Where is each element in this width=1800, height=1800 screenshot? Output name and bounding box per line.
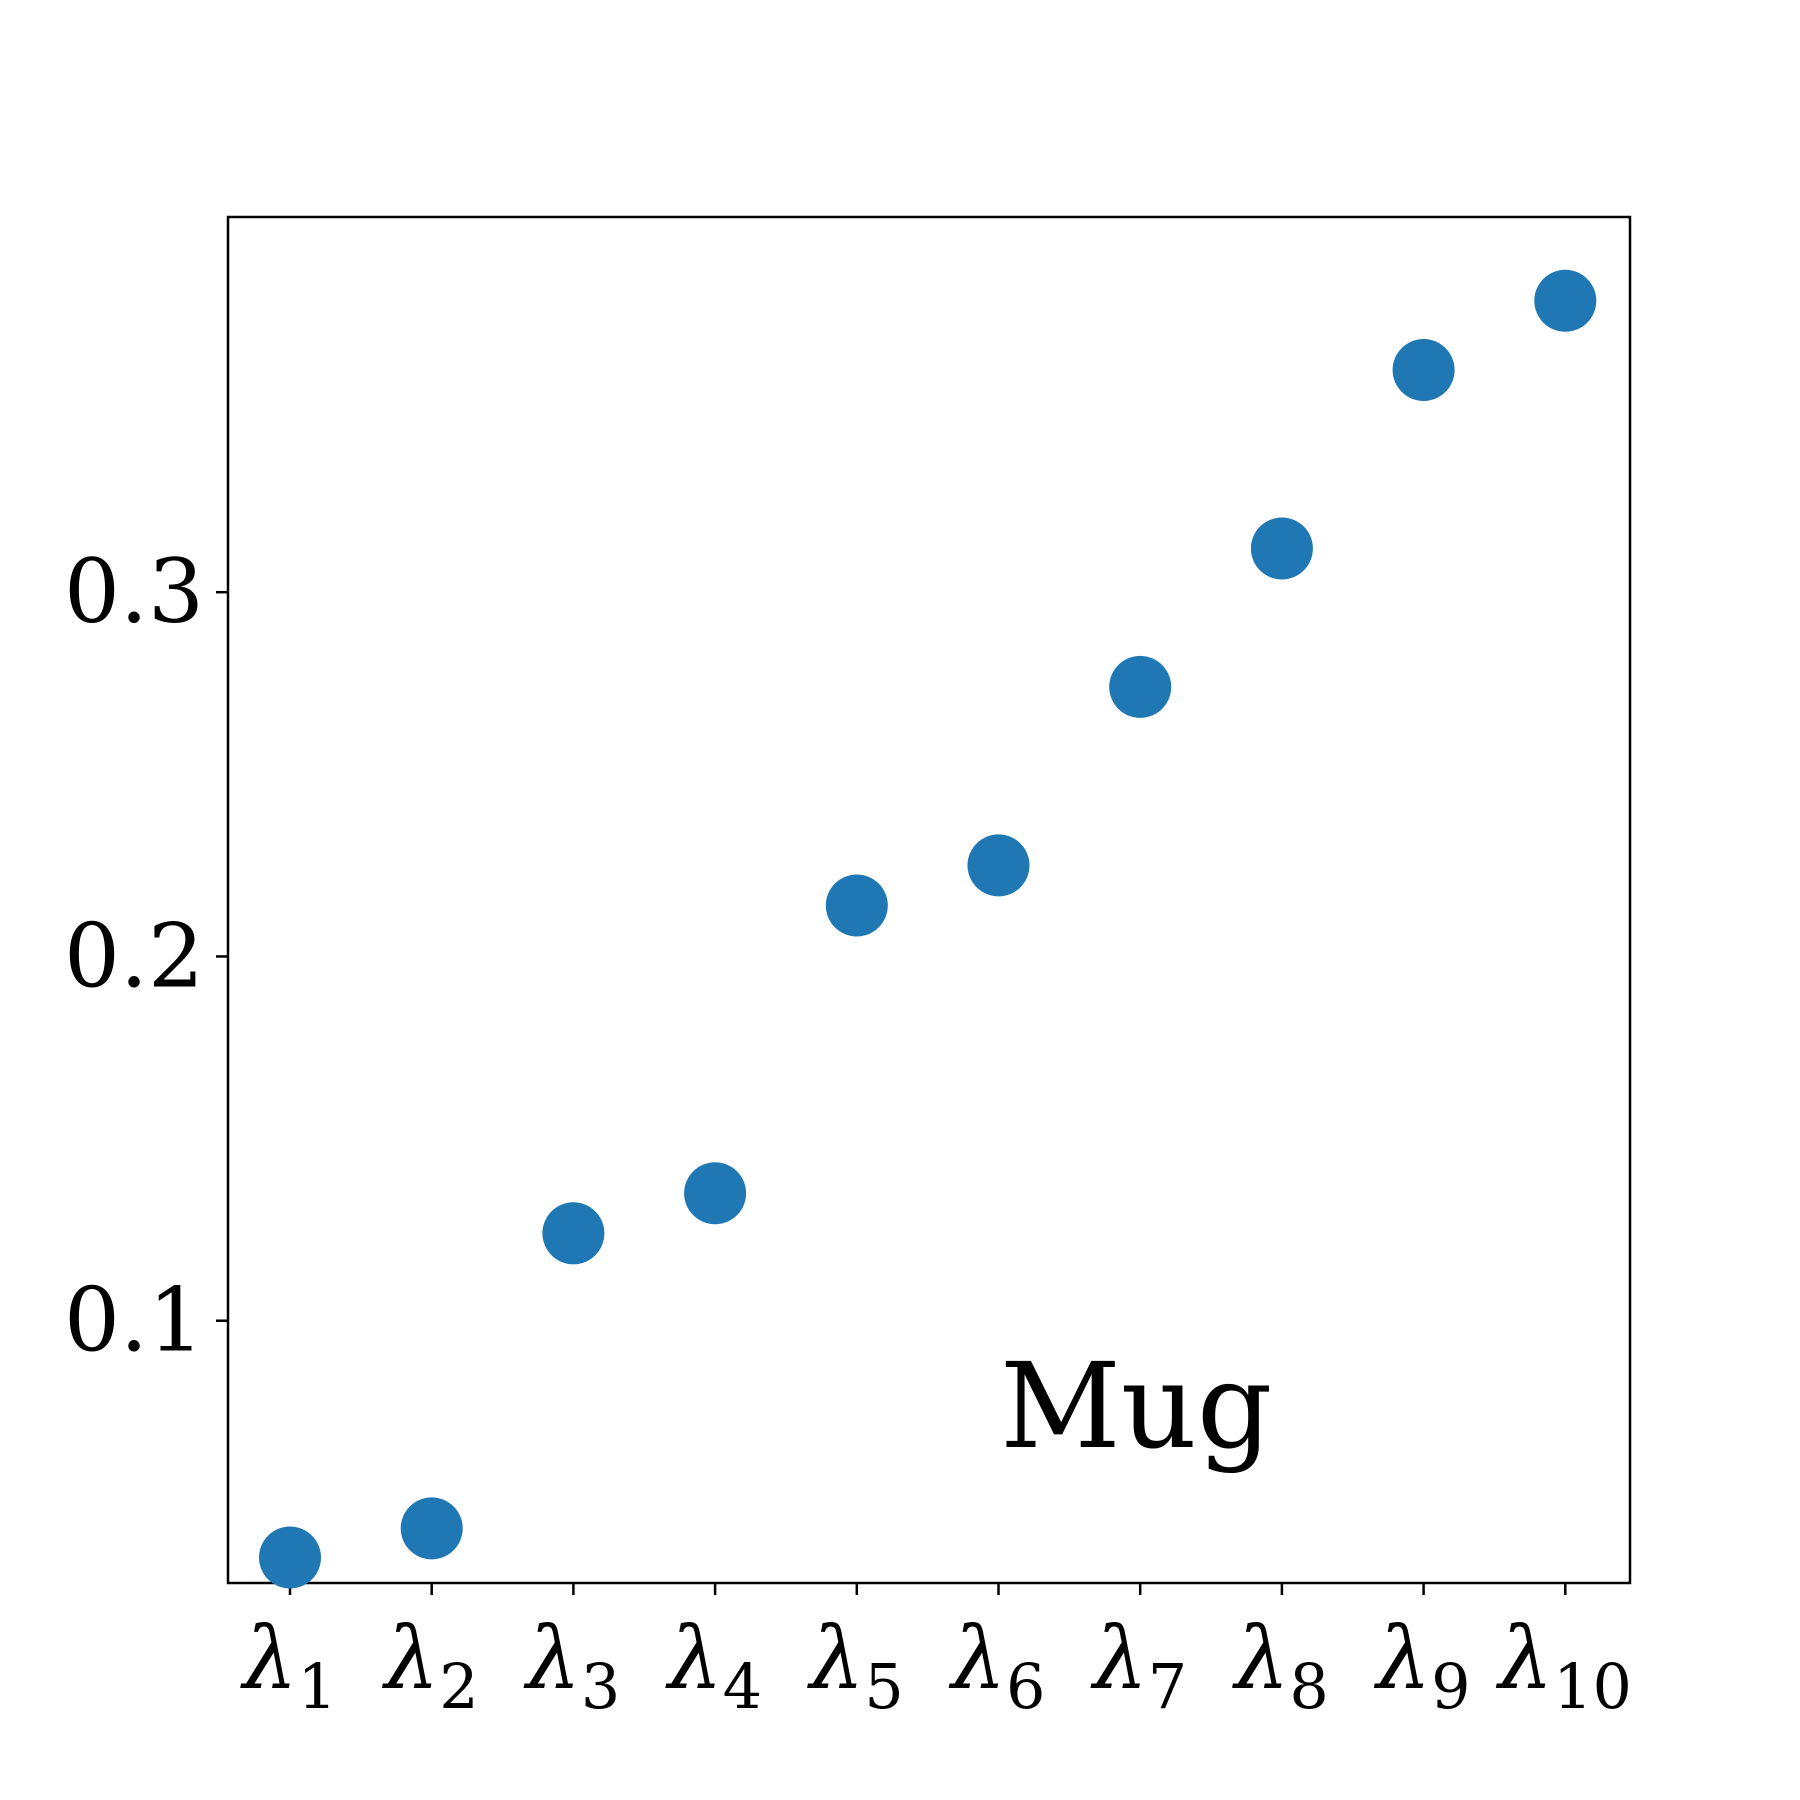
data-points <box>259 269 1597 1589</box>
x-tick-label: λ1 <box>240 1609 337 1723</box>
x-tick-label: λ3 <box>523 1609 620 1723</box>
x-tick-label: λ10 <box>1496 1609 1632 1723</box>
x-tick-label: λ7 <box>1090 1609 1187 1723</box>
y-tick-label: 0.3 <box>64 540 204 643</box>
x-tick-label: λ2 <box>382 1609 479 1723</box>
y-tick-label: 0.2 <box>64 904 204 1007</box>
x-tick-label: λ4 <box>665 1609 762 1723</box>
plot-frame <box>226 215 1632 1585</box>
data-point <box>967 834 1030 897</box>
data-point <box>684 1162 747 1225</box>
x-axis-ticks: λ1 λ2 λ3 λ4 λ5 λ6 λ7 λ8 λ9 λ10 <box>240 1583 1632 1723</box>
data-point <box>542 1202 605 1265</box>
x-tick-label: λ9 <box>1374 1609 1471 1723</box>
data-point <box>259 1526 321 1589</box>
data-point <box>1250 517 1313 580</box>
y-axis-ticks: 0.1 0.2 0.3 <box>64 540 228 1372</box>
x-tick-label: λ5 <box>807 1609 904 1723</box>
data-point <box>825 874 888 937</box>
x-tick-label: λ8 <box>1232 1609 1329 1723</box>
data-point <box>1534 269 1597 332</box>
x-tick-label: λ6 <box>949 1609 1046 1723</box>
plot-annotation: Mug <box>1000 1337 1272 1475</box>
y-tick-label: 0.1 <box>64 1269 204 1372</box>
data-point <box>1392 338 1455 401</box>
data-point <box>1109 655 1172 718</box>
data-point <box>400 1497 463 1560</box>
